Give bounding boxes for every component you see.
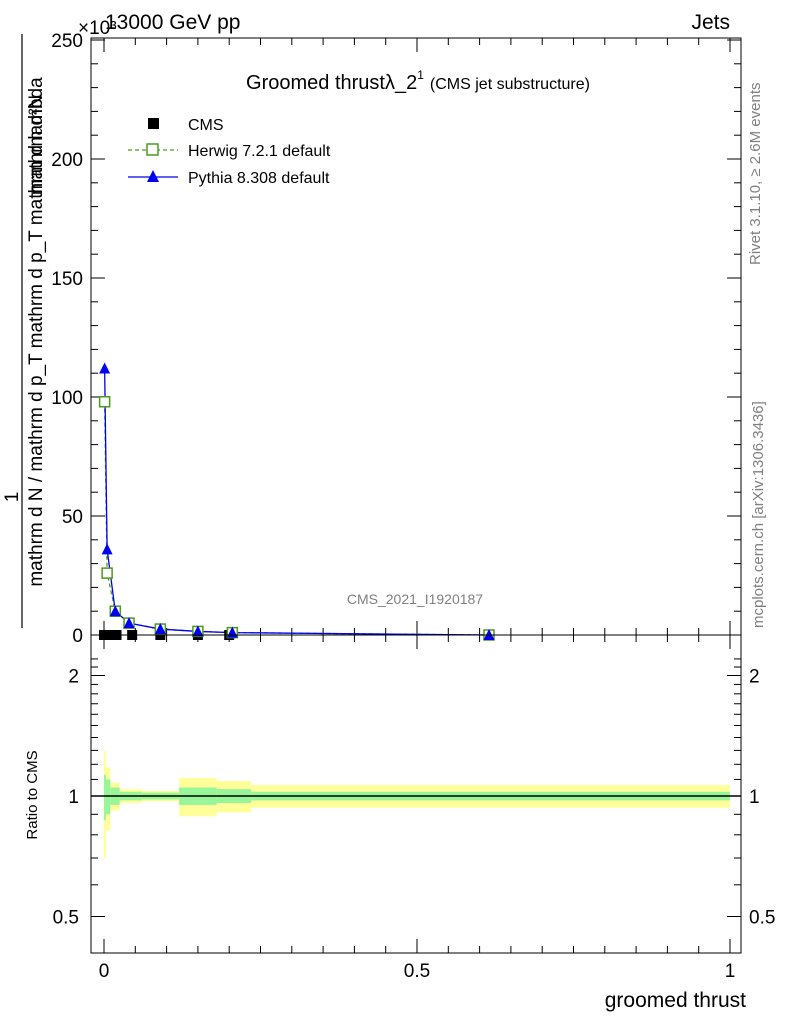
category-label: Jets — [691, 11, 730, 34]
legend-label-pythia: Pythia 8.308 default — [188, 170, 330, 187]
ratio-ytick-label: 1 — [68, 787, 79, 808]
main-axes: 0 50 100 150 200 250 — [51, 31, 741, 647]
main-ytick-label: 50 — [62, 507, 83, 528]
ratio-bands — [104, 750, 731, 859]
herwig-point — [98, 396, 111, 408]
ylabel-numerator: mathrm d²N — [26, 95, 47, 195]
legend-marker-herwig — [146, 143, 159, 156]
main-ytick-label: 0 — [72, 626, 83, 647]
xtick-label: 1 — [725, 961, 736, 982]
chart-title: Groomed thrustλ_21 (CMS jet substructure) — [246, 68, 590, 94]
legend-marker-pythia — [147, 170, 159, 182]
pythia-point — [123, 617, 135, 629]
main-ytick-label: 200 — [51, 150, 83, 171]
ratio-ylabel: Ratio to CMS — [24, 750, 41, 839]
title-sup: 1 — [417, 68, 424, 82]
main-ytick-label: 150 — [51, 269, 83, 290]
pythia-point — [99, 362, 111, 374]
ylabel-one: 1 — [2, 492, 23, 503]
main-ytick-label: 100 — [51, 388, 83, 409]
ratio-ytick-label-right: 0.5 — [749, 908, 775, 929]
legend-label-cms: CMS — [188, 117, 224, 134]
energy-label: 13000 GeV pp — [105, 11, 240, 34]
ratio-ytick-label: 0.5 — [53, 908, 79, 929]
ylabel-denominator: mathrm d N / mathrm d p_T mathrm d p_T m… — [26, 77, 47, 587]
rivet-label: Rivet 3.1.10, ≥ 2.6M events — [747, 83, 764, 266]
xtick-label: 0.5 — [404, 961, 430, 982]
legend: CMS Herwig 7.2.1 default Pythia 8.308 de… — [128, 117, 331, 187]
main-ytick-label: 250 — [51, 31, 83, 52]
ratio-band-inner — [105, 779, 111, 815]
pythia-point — [101, 543, 113, 555]
ratio-ytick-label-right: 2 — [749, 667, 760, 688]
herwig-point — [101, 567, 113, 579]
analysis-watermark: CMS_2021_I1920187 — [347, 591, 483, 607]
ratio-ytick-label: 2 — [68, 667, 79, 688]
mcplots-label: mcplots.cern.ch [arXiv:1306.3436] — [750, 401, 767, 628]
ratio-axes: 0.5 0.5 1 1 2 2 0 0.5 1 — [53, 635, 775, 982]
ratio-band-inner — [104, 774, 106, 821]
pythia-point — [109, 605, 121, 617]
title-sub: (CMS jet substructure) — [430, 76, 590, 93]
x-axis-label: groomed thrust — [605, 989, 746, 1012]
ratio-plot-frame — [90, 634, 742, 954]
xtick-label: 0 — [99, 961, 110, 982]
pythia-point — [154, 623, 166, 635]
main-ylabel: 1 mathrm d²N mathrm d N / mathrm d p_T m… — [2, 34, 47, 628]
title-main: Groomed thrustλ_2 — [246, 72, 417, 94]
exponent-label: ×10³ — [78, 18, 117, 39]
series-line-1 — [103, 401, 489, 636]
legend-marker-cms — [148, 118, 159, 129]
legend-label-herwig: Herwig 7.2.1 default — [188, 143, 331, 160]
ratio-ytick-label-right: 1 — [749, 787, 760, 808]
pythia-point — [192, 625, 204, 637]
